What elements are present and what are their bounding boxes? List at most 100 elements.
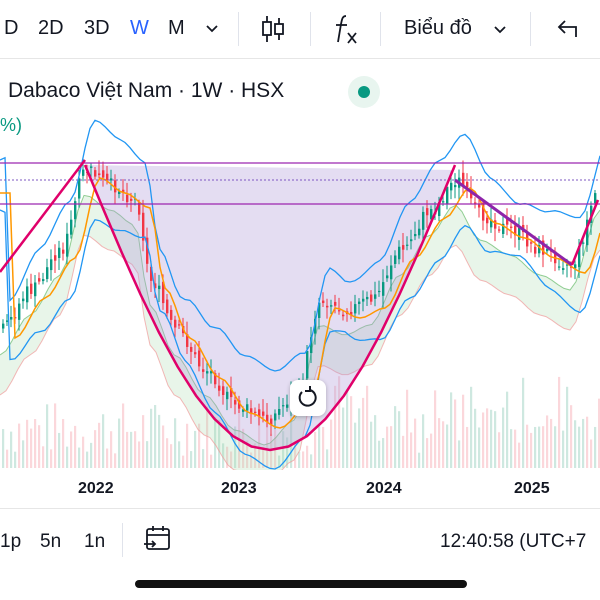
reset-chart-button[interactable] [290,380,326,416]
candle-body [258,409,261,417]
candle-body [206,371,209,374]
candle-body [94,170,97,177]
undo-icon [557,20,577,37]
volume-bar [282,431,285,468]
volume-bar [10,431,13,468]
volume-bar [118,418,121,468]
candle-body [438,202,441,217]
volume-bar [498,432,501,468]
candle-body [534,246,537,254]
volume-bar [386,426,389,468]
toolbar-divider [530,12,531,46]
volume-bar [6,449,9,468]
range-1n-button[interactable]: 1n [84,531,106,552]
volume-bar [110,431,113,468]
candle-body [442,201,445,203]
volume-bar [294,441,297,468]
candle-body [122,189,125,193]
volume-bar [582,418,585,468]
interval-d-button[interactable]: D [4,17,19,39]
function-fx-icon [336,15,357,44]
candles-button[interactable] [259,14,287,50]
candle-body [42,279,45,282]
candle-body [546,248,549,252]
volume-bar [558,376,561,468]
range-5n-button[interactable]: 5n [40,531,62,552]
candle-body [214,373,217,385]
clock-timezone-button[interactable]: 12:40:58 (UTC+7 [440,531,587,552]
volume-bar [90,442,93,468]
candle-body [422,211,425,230]
candle-body [66,233,69,257]
goto-date-button[interactable] [142,523,174,561]
undo-button[interactable] [556,18,580,46]
volume-bar [490,409,493,468]
interval-3d-button[interactable]: 3D [84,17,110,39]
volume-bar [86,451,89,468]
chart-type-button[interactable]: Biểu đồ [404,16,472,40]
volume-bar [254,443,257,468]
candle-body [154,283,157,289]
market-status-indicator[interactable] [348,76,380,108]
volume-bar [218,419,221,468]
range-1p-button[interactable]: 1p [0,531,22,552]
volume-bar [278,455,281,468]
volume-bar [378,440,381,468]
candle-body [38,278,41,282]
volume-bar [346,389,349,468]
candle-body [314,318,317,334]
candle-body [414,234,417,237]
candle-body [402,245,405,250]
candle-body [514,225,517,236]
indicators-button[interactable] [332,12,360,52]
volume-bar [382,438,385,468]
symbol-legend[interactable]: Dabaco Việt Nam · 1W · HSX [8,79,285,102]
candle-body [334,301,337,306]
volume-bar [30,428,33,468]
volume-bar [370,421,373,468]
volume-bar [138,441,141,468]
candle-body [502,223,505,234]
volume-bar [586,416,589,468]
candle-body [378,290,381,293]
candle-body [578,245,581,268]
volume-bar [354,422,357,468]
interval-dropdown-button[interactable] [204,18,220,42]
volume-bar [106,448,109,468]
volume-bar [594,426,597,468]
volume-bar [42,446,45,468]
candle-body [98,173,101,176]
candle-body [18,303,21,320]
interval-w-button[interactable]: W [130,17,149,39]
volume-bar [562,430,565,468]
volume-histogram [2,376,600,468]
candle-body [594,193,597,204]
candle-body [250,408,253,414]
candle-body [322,300,325,304]
candle-body [26,286,29,303]
volume-bar [242,428,245,468]
candle-body [234,400,237,405]
candle-body [178,324,181,326]
volume-bar [222,443,225,468]
cup-pattern-outline [0,159,600,452]
candle-body [350,311,353,316]
candle-body [194,352,197,355]
volume-bar [122,403,125,468]
volume-bar [462,394,465,468]
interval-m-button[interactable]: M [168,17,185,39]
volume-bar [434,390,437,468]
volume-bar [210,454,213,468]
candle-body [2,323,5,329]
candle-body [498,229,501,231]
volume-bar [454,399,457,468]
volume-bar [426,438,429,468]
toolbar-divider [238,12,239,46]
chart-type-dropdown[interactable] [492,20,508,44]
candle-body [34,282,37,297]
candle-body [338,310,341,312]
volume-bar [66,446,69,468]
top-toolbar: D 2D 3D W M Biểu đồ [0,0,600,59]
volume-bar [590,439,593,468]
interval-2d-button[interactable]: 2D [38,17,64,39]
